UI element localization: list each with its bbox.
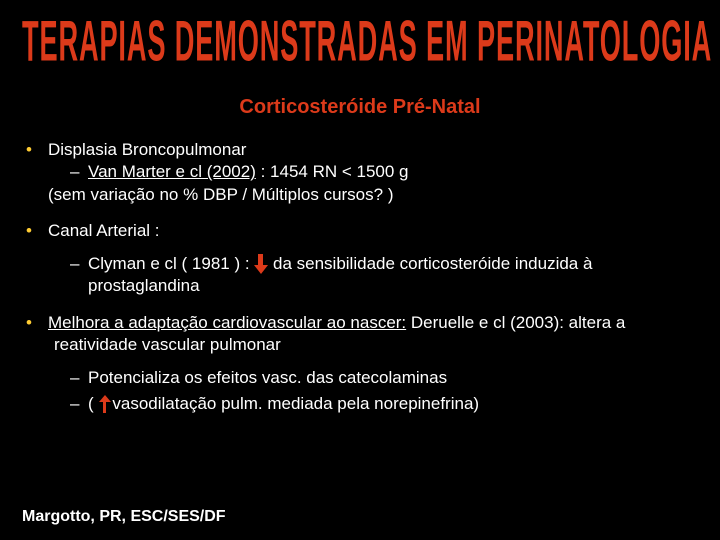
underline-text: Van Marter e cl (2002) [88,162,256,181]
bullet-3-sub2-text: ( vasodilatação pulm. mediada pela norep… [88,393,479,415]
bullet-2-sub-text: Clyman e cl ( 1981 ) : da sensibilidade … [88,253,698,298]
plain-text: : 1454 RN < 1500 g [256,162,409,181]
footer-author: Margotto, PR, ESC/SES/DF [22,508,226,526]
bullet-2-sub: – Clyman e cl ( 1981 ) : da sensibilidad… [48,253,698,298]
dash-marker: – [70,161,88,183]
bullet-3-sub1: – Potencializa os efeitos vasc. das cate… [48,367,698,389]
bullet-3-sub2: – ( vasodilatação pulm. mediada pela nor… [48,393,698,415]
bullet-3-sub1-text: Potencializa os efeitos vasc. das cateco… [88,367,447,389]
content-area: • Displasia Broncopulmonar – Van Marter … [22,139,698,415]
arrow-down-icon [254,254,268,274]
plain-text: vasodilatação pulm. mediada pela norepin… [112,394,479,413]
bullet-3: • Melhora a adaptação cardiovascular ao … [22,312,698,416]
bullet-1-note: (sem variação no % DBP / Múltiplos curso… [48,184,698,206]
dash-marker: – [70,367,88,389]
bullet-3-lead: Melhora a adaptação cardiovascular ao na… [54,312,698,357]
bullet-1-heading: Displasia Broncopulmonar [48,139,698,161]
plain-text: Clyman e cl ( 1981 ) : [88,254,254,273]
slide: TERAPIAS DEMONSTRADAS EM PERINATOLOGIA C… [0,0,720,540]
bullet-body: Displasia Broncopulmonar – Van Marter e … [48,139,698,206]
underline-text: Melhora a adaptação cardiovascular ao na… [48,313,406,332]
bullet-2: • Canal Arterial : – Clyman e cl ( 1981 … [22,220,698,297]
bullet-body: Canal Arterial : – Clyman e cl ( 1981 ) … [48,220,698,297]
bullet-1-sub-text: Van Marter e cl (2002) : 1454 RN < 1500 … [88,161,409,183]
bullet-marker: • [22,220,48,297]
dash-marker: – [70,253,88,298]
bullet-marker: • [22,139,48,206]
bullet-1-sub: – Van Marter e cl (2002) : 1454 RN < 150… [48,161,698,183]
subtitle: Corticosteróide Pré-Natal [22,96,698,119]
bullet-1: • Displasia Broncopulmonar – Van Marter … [22,139,698,206]
arrow-up-icon [99,395,111,413]
dash-marker: – [70,393,88,415]
bullet-body: Melhora a adaptação cardiovascular ao na… [48,312,698,416]
main-title: TERAPIAS DEMONSTRADAS EM PERINATOLOGIA [22,12,597,70]
bullet-marker: • [22,312,48,416]
bullet-2-heading: Canal Arterial : [48,220,698,242]
plain-text: ( [88,394,98,413]
